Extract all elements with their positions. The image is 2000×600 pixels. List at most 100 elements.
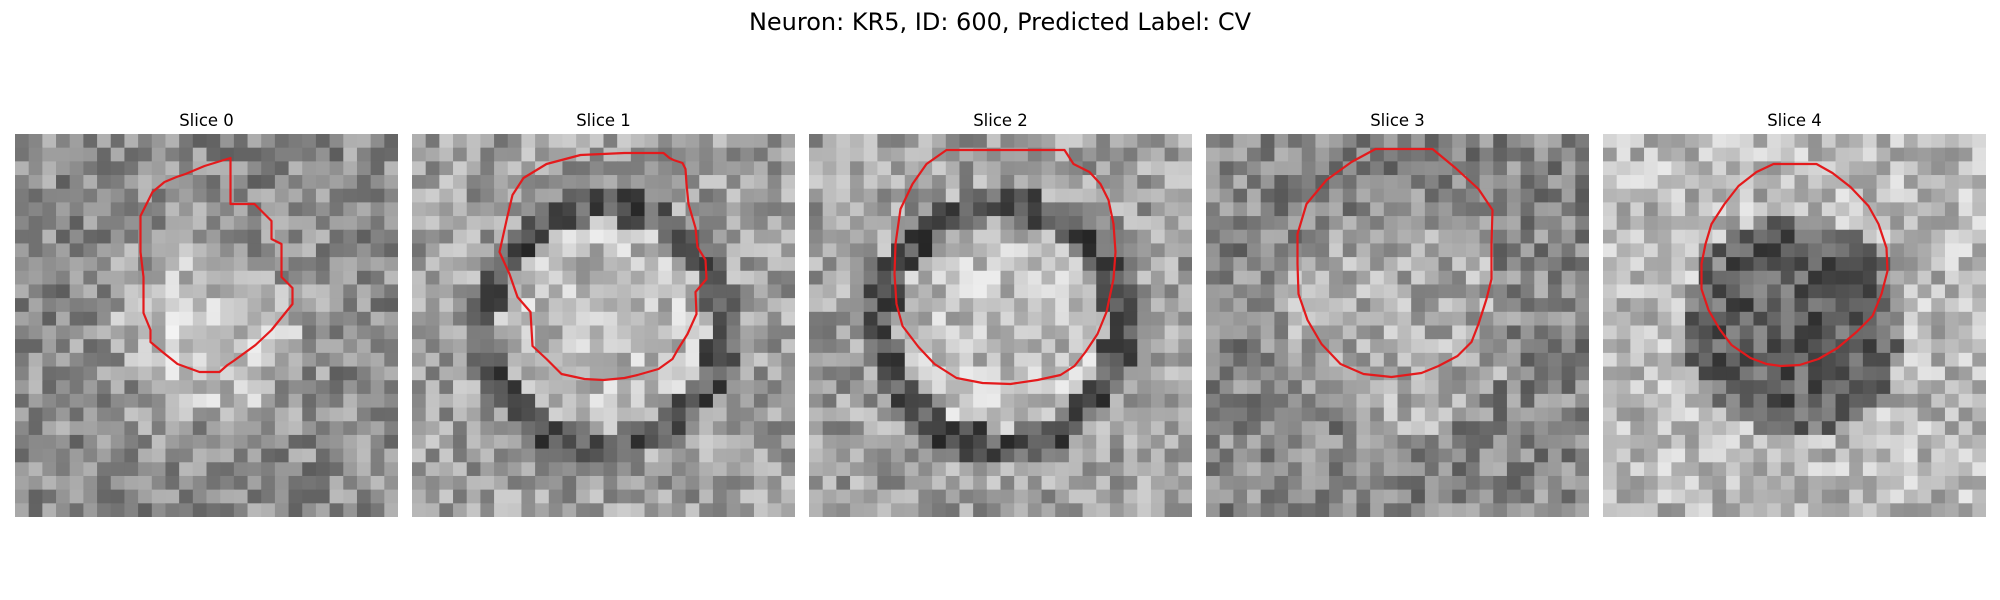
pixel: [576, 270, 591, 286]
pixel: [1465, 257, 1481, 272]
pixel: [617, 270, 632, 286]
pixel: [1630, 325, 1645, 340]
pixel: [15, 243, 30, 258]
pixel: [370, 489, 385, 504]
pixel: [973, 339, 988, 354]
pixel: [1164, 257, 1179, 272]
pixel: [1055, 311, 1070, 327]
pixel: [138, 462, 153, 477]
pixel: [576, 393, 591, 409]
pixel: [863, 489, 878, 504]
pixel: [1247, 216, 1262, 231]
pixel: [1479, 188, 1494, 203]
pixel: [42, 325, 57, 340]
pixel: [179, 448, 194, 463]
pixel: [1685, 475, 1700, 491]
pixel: [124, 243, 139, 258]
pixel: [1479, 489, 1494, 504]
pixel: [891, 229, 906, 245]
pixel: [1219, 284, 1234, 299]
pixel: [1972, 434, 1986, 450]
pixel: [1890, 229, 1905, 245]
pixel: [1424, 202, 1440, 217]
pixel: [1561, 503, 1576, 517]
pixel: [480, 380, 495, 395]
pixel: [1219, 393, 1234, 409]
pixel: [1671, 134, 1686, 149]
pixel: [124, 421, 139, 436]
pixel: [15, 325, 30, 340]
pixel: [1383, 175, 1399, 190]
pixel: [918, 134, 933, 149]
pixel: [521, 229, 536, 245]
pixel: [521, 421, 536, 436]
pixel: [83, 407, 98, 422]
pixel: [1616, 147, 1631, 162]
pixel: [42, 393, 57, 409]
pixel: [1958, 325, 1973, 340]
pixel: [1944, 257, 1960, 272]
pixel: [986, 339, 1002, 354]
pixel: [1603, 448, 1618, 463]
pixel: [1547, 448, 1563, 463]
pixel: [329, 339, 344, 354]
pixel: [1767, 311, 1782, 327]
pixel: [110, 366, 126, 381]
pixel: [356, 462, 372, 477]
pixel: [685, 434, 700, 450]
pixel: [589, 229, 605, 245]
pixel: [932, 270, 947, 286]
pixel: [1849, 339, 1864, 354]
pixel: [1233, 229, 1248, 245]
pixel: [1739, 393, 1755, 409]
pixel: [1726, 134, 1741, 149]
pixel: [685, 161, 700, 176]
pixel: [384, 257, 398, 272]
pixel: [425, 489, 440, 504]
pixel: [1301, 434, 1317, 450]
pixel: [1233, 298, 1248, 313]
pixel: [1616, 298, 1631, 313]
pixel: [959, 380, 974, 395]
pixel: [507, 298, 523, 313]
pixel: [1917, 270, 1932, 286]
pixel: [1520, 421, 1535, 436]
pixel: [877, 284, 892, 299]
pixel: [535, 284, 550, 299]
pixel: [918, 298, 933, 313]
pixel: [1794, 257, 1809, 272]
pixel: [1685, 257, 1700, 272]
pixel: [302, 134, 317, 149]
pixel: [891, 366, 906, 381]
pixel: [1739, 147, 1755, 162]
pixel: [138, 352, 153, 368]
pixel: [699, 489, 714, 504]
pixel: [1274, 257, 1289, 272]
pixel: [1233, 489, 1248, 504]
pixel: [1041, 407, 1056, 422]
pixel: [1082, 462, 1097, 477]
pixel: [1233, 448, 1248, 463]
pixel: [165, 503, 180, 517]
pixel: [274, 366, 290, 381]
pixel: [1698, 325, 1714, 340]
pixel: [1917, 311, 1932, 327]
pixel: [1000, 311, 1015, 327]
pixel: [603, 421, 618, 436]
pixel: [863, 462, 878, 477]
pixel: [179, 147, 194, 162]
pixel: [1671, 475, 1686, 491]
pixel: [1685, 311, 1700, 327]
pixel: [1109, 311, 1125, 327]
pixel: [1972, 462, 1986, 477]
pixel: [1506, 489, 1522, 504]
pixel: [822, 325, 837, 340]
pixel: [138, 257, 153, 272]
pixel: [1726, 503, 1741, 517]
pixel: [562, 434, 577, 450]
pixel: [507, 366, 523, 381]
pixel: [630, 489, 646, 504]
pixel: [1465, 216, 1481, 231]
pixel: [110, 380, 126, 395]
pixel: [261, 339, 276, 354]
